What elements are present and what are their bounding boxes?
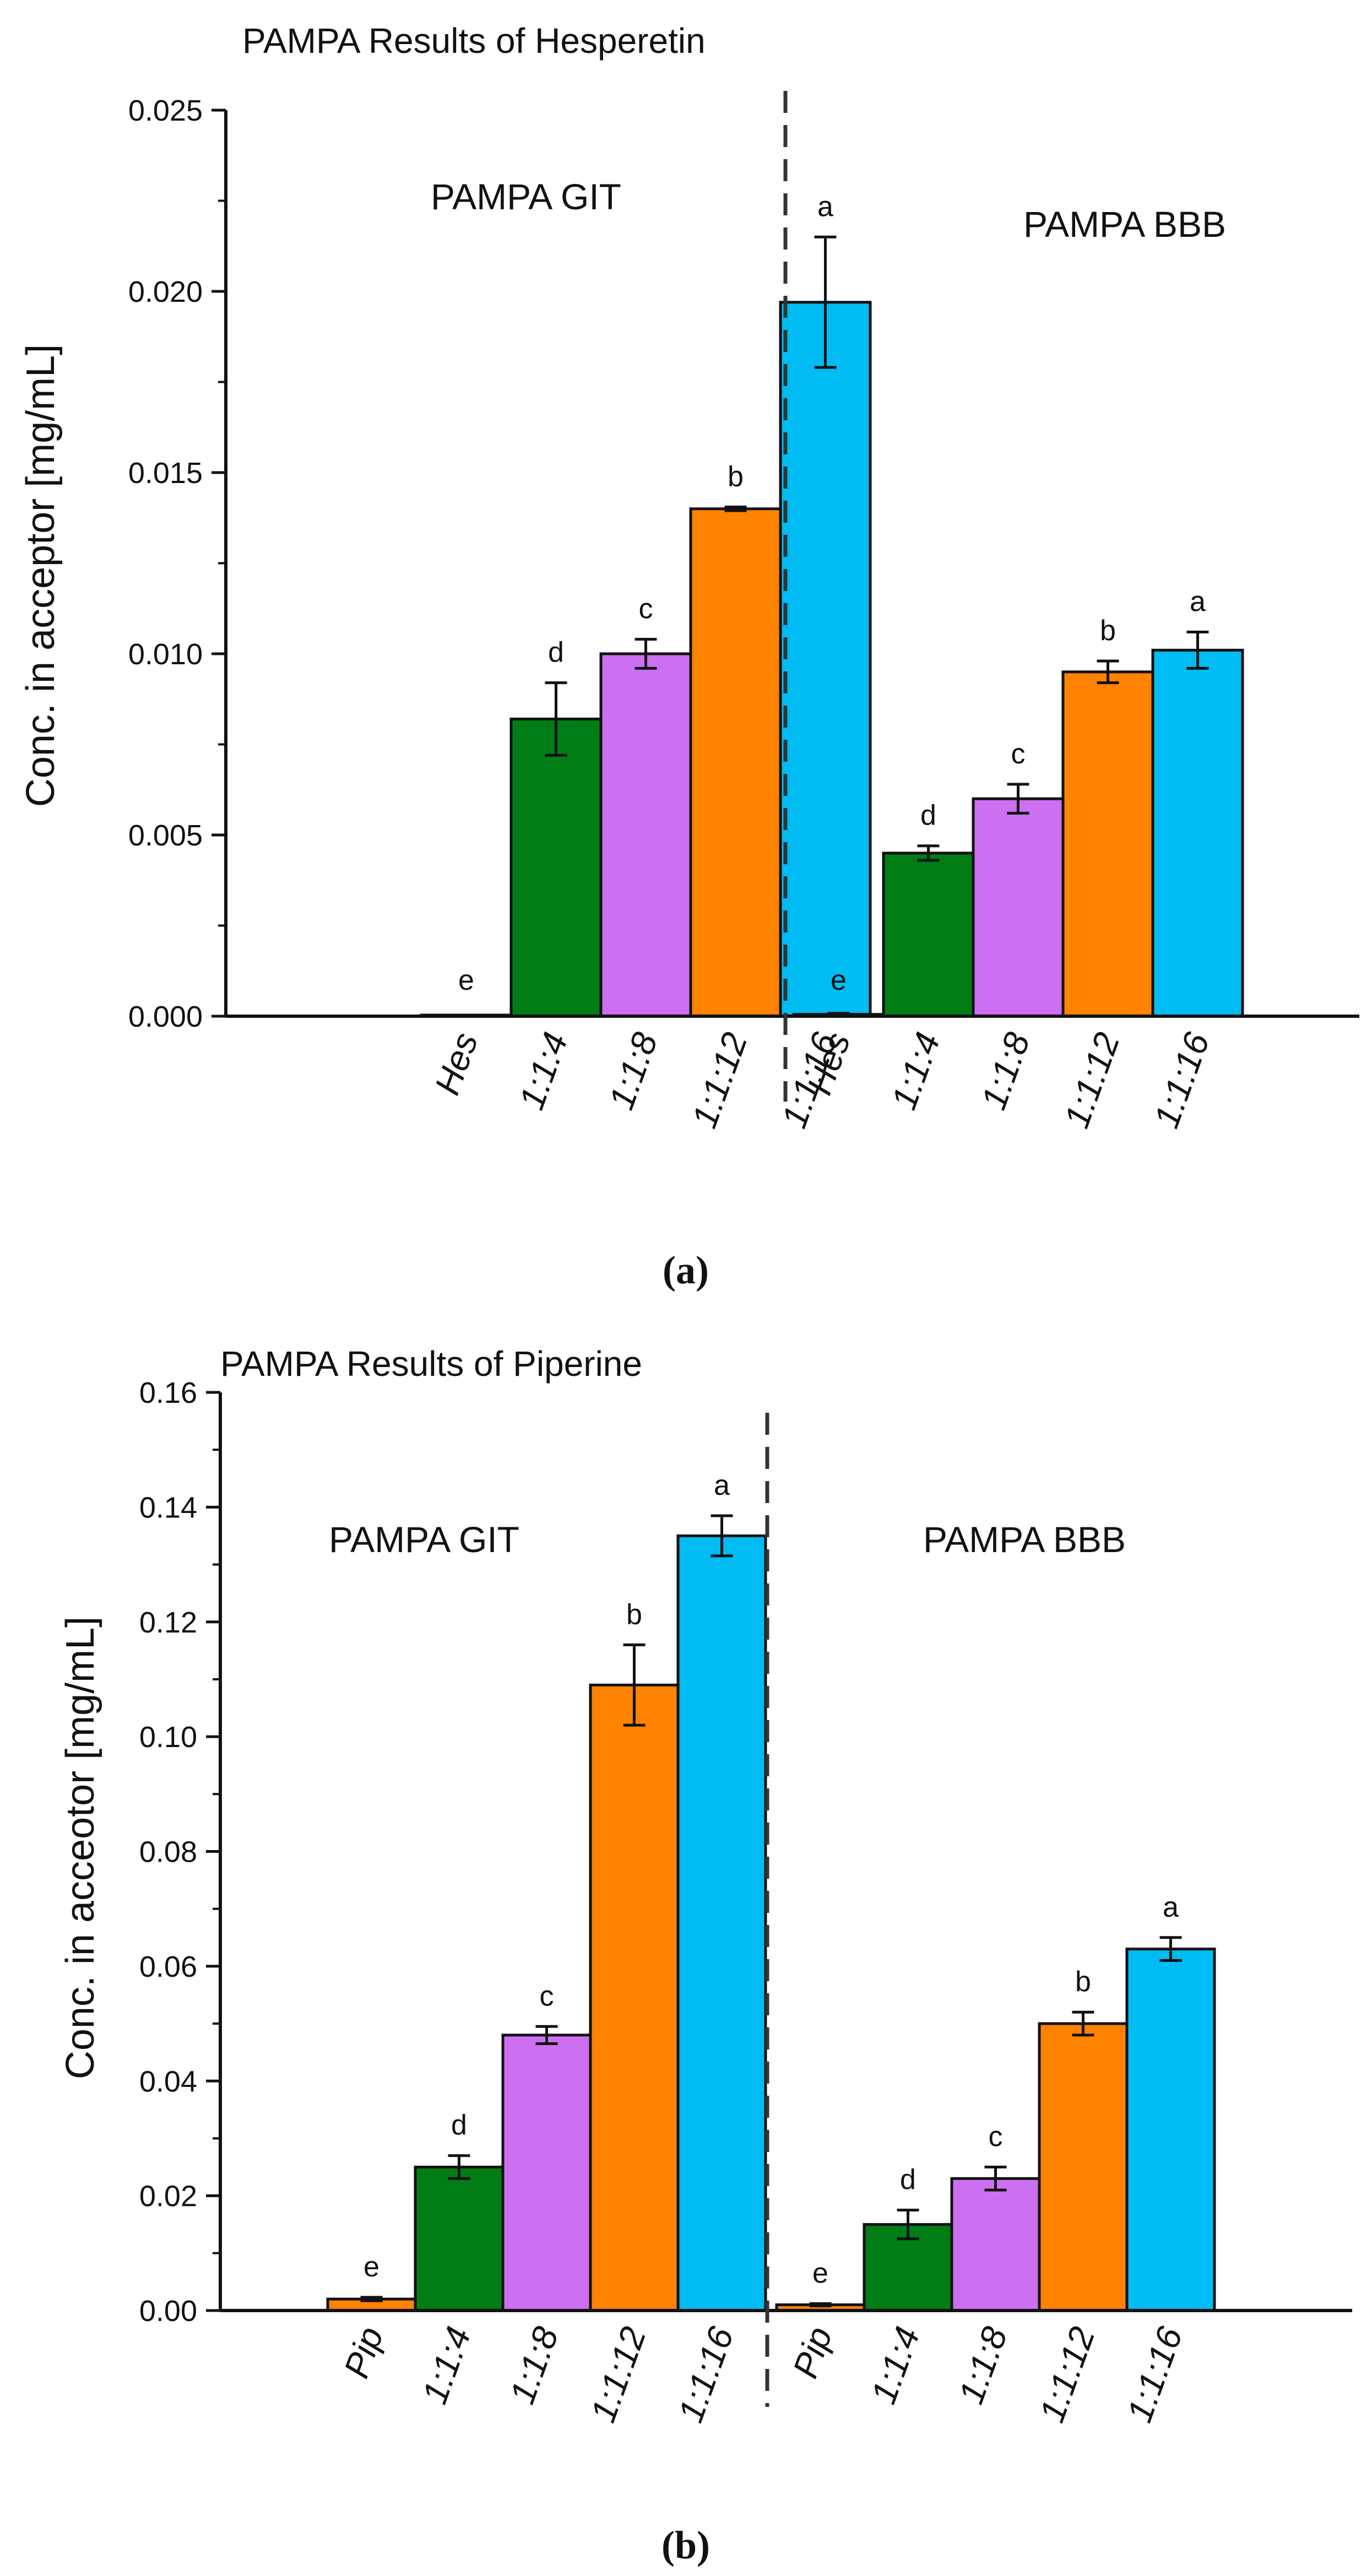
bars: [420, 301, 1244, 1018]
x-tick-label: 1:1:8: [601, 1027, 665, 1115]
significance-letter: a: [817, 191, 833, 223]
y-ticks: 0.00 0.02 0.04 0.06 0.08 0.10 0.12 0.14 0.16: [139, 1376, 220, 2328]
significance-letter: a: [1190, 586, 1206, 618]
x-tick-label: 1:1:12: [684, 1027, 755, 1133]
chart-panel-b: PAMPA Results of Piperine Conc. in acceo…: [58, 1344, 1352, 2567]
bar: [1151, 648, 1244, 1018]
significance-letter: b: [728, 461, 744, 493]
bar: [1038, 2022, 1129, 2312]
y-tick-label: 0.12: [139, 1606, 197, 1639]
y-tick-label: 0.14: [139, 1491, 197, 1524]
chart-title: PAMPA Results of Hesperetin: [242, 21, 706, 61]
y-tick-label: 0.10: [139, 1721, 197, 1754]
y-tick-label: 0.015: [128, 457, 203, 490]
significance-letters: e d c b a e d c b a: [364, 1469, 1179, 2289]
significance-letter: a: [1163, 1891, 1179, 1923]
y-axis-label: Conc. in acceptor [mg/mL]: [19, 344, 63, 807]
bar: [1061, 670, 1154, 1018]
significance-letter: d: [920, 800, 936, 832]
y-tick-label: 0.04: [139, 2065, 197, 2098]
significance-letter: b: [626, 1598, 642, 1630]
y-tick-label: 0.02: [139, 2180, 197, 2213]
y-tick-label: 0.06: [139, 1950, 197, 1983]
panel-label: (b): [661, 2523, 710, 2567]
bars: [326, 1534, 1216, 2312]
significance-letter: c: [1011, 738, 1026, 770]
chart-panel-a: PAMPA Results of Hesperetin Conc. in acc…: [19, 21, 1359, 1292]
chart-title: PAMPA Results of Piperine: [220, 1344, 642, 1384]
significance-letter: e: [458, 964, 474, 996]
bar: [599, 652, 692, 1018]
x-tick-label: 1:1:16: [1119, 2322, 1190, 2427]
significance-letter: b: [1100, 615, 1116, 647]
group-label-bbb: PAMPA BBB: [923, 1519, 1126, 1560]
bar: [1125, 1948, 1216, 2312]
bar: [882, 852, 975, 1018]
group-label-git: PAMPA GIT: [329, 1519, 519, 1560]
x-tick-label: 1:1:12: [1056, 1027, 1127, 1133]
x-tick-label: 1:1:4: [414, 2322, 478, 2409]
bar: [779, 301, 872, 1018]
y-axis-label: Conc. in acceotor [mg/mL]: [58, 1617, 102, 2079]
significance-letter: d: [900, 2164, 916, 2196]
significance-letter: c: [639, 593, 653, 625]
y-tick-label: 0.005: [128, 819, 203, 852]
significance-letter: e: [812, 2257, 828, 2289]
x-tick-label: 1:1:4: [511, 1027, 575, 1114]
y-tick-label: 0.00: [139, 2295, 197, 2328]
y-tick-label: 0.16: [139, 1376, 197, 1409]
y-tick-label: 0.020: [128, 275, 203, 308]
bar: [501, 2033, 592, 2312]
significance-letter: d: [451, 2109, 467, 2141]
bar: [509, 717, 603, 1018]
bar: [589, 1683, 680, 2312]
panel-label: (a): [663, 1248, 709, 1292]
significance-letter: e: [364, 2251, 379, 2283]
y-tick-label: 0.025: [128, 94, 203, 127]
x-tick-label: 1:1:4: [883, 1027, 947, 1114]
y-ticks: 0.000 0.005 0.010 0.015 0.020 0.025: [128, 94, 226, 1033]
x-tick-label: 1:1:12: [583, 2322, 654, 2427]
x-tick-labels: Pip 1:1:4 1:1:8 1:1:12 1:1:16 Pip 1:1:4 1:1:8 1:…: [336, 2322, 1190, 2427]
y-tick-label: 0.08: [139, 1836, 197, 1869]
bar: [689, 507, 782, 1018]
significance-letter: c: [540, 1980, 554, 2012]
x-tick-label: 1:1:8: [973, 1027, 1037, 1115]
y-tick-label: 0.010: [128, 638, 203, 671]
x-tick-label: 1:1:4: [863, 2322, 927, 2409]
group-label-bbb: PAMPA BBB: [1023, 204, 1226, 245]
x-tick-label: Hes: [427, 1027, 486, 1100]
significance-letter: d: [548, 637, 564, 669]
y-tick-label: 0.000: [128, 1000, 203, 1033]
significance-letters: e d c b a e d c b a: [458, 191, 1206, 996]
significance-letter: a: [714, 1469, 730, 1501]
x-tick-label: 1:1:8: [951, 2322, 1015, 2409]
bar: [414, 2166, 505, 2312]
significance-letter: c: [989, 2121, 1003, 2153]
significance-letter: e: [831, 964, 847, 996]
error-bars: [360, 1514, 1182, 2308]
significance-letter: b: [1075, 1966, 1091, 1998]
group-label-git: PAMPA GIT: [431, 176, 621, 217]
bar: [972, 797, 1065, 1018]
x-tick-label: Pip: [785, 2322, 839, 2383]
bar: [950, 2177, 1041, 2312]
x-tick-label: 1:1:16: [1146, 1027, 1217, 1133]
x-tick-label: 1:1:8: [502, 2322, 566, 2409]
x-tick-label: 1:1:12: [1032, 2322, 1103, 2427]
x-tick-label: Pip: [336, 2322, 391, 2383]
bar: [676, 1534, 767, 2312]
x-tick-label: 1:1:16: [670, 2322, 741, 2427]
